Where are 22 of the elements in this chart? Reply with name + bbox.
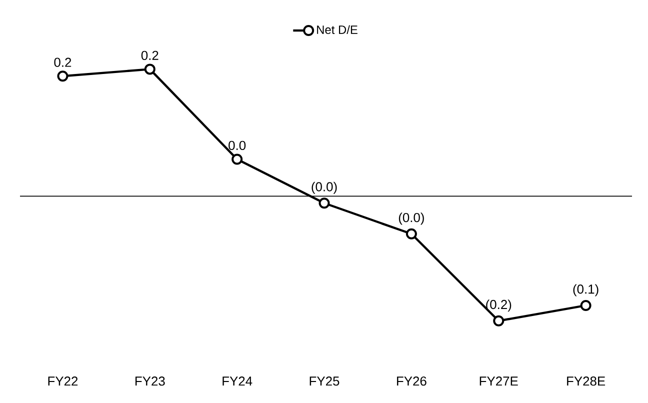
data-label: 0.2 [54,58,72,67]
x-tick-label: FY27E [480,376,518,386]
point [580,300,592,311]
data-label: (0.2) [486,300,512,312]
data-label: (0.0) [398,212,424,225]
x-tick-label: FY26 [397,376,426,386]
x-tick-label: FY23 [135,376,165,386]
point [232,154,243,165]
x-tick-label: FY28E [567,376,606,386]
x-tick-label: FY24 [222,376,252,386]
legend-label: Net D/E [317,25,358,34]
data-label: 0.2 [141,50,158,60]
point [493,315,504,326]
data-label: (0.1) [573,284,598,296]
point [406,228,417,240]
data-label: (0.0) [312,182,337,194]
point [318,198,330,209]
data-label: 0.0 [228,140,246,150]
point [57,70,68,82]
x-tick-label: FY22 [48,376,78,386]
x-tick-label: FY25 [310,376,340,386]
point [144,64,156,75]
